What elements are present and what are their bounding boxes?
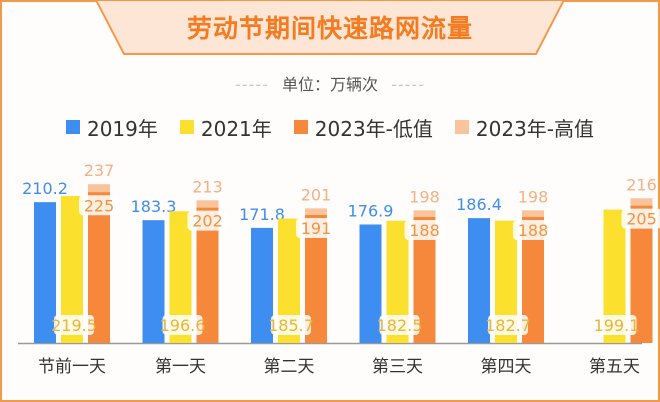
bar-2023-low-3 [413, 217, 436, 343]
x-tick-label-0: 节前一天 [38, 357, 106, 377]
bar-2021-0 [61, 195, 83, 343]
bar-2021-1 [169, 211, 192, 343]
bar-2023-low-0 [88, 192, 110, 343]
bar-2021-3 [386, 220, 409, 343]
bar-2023-low-1 [196, 207, 219, 343]
x-tick-label-3: 第三天 [372, 357, 423, 377]
data-label-2023-high-1: 213 [192, 177, 223, 196]
data-label-2019-1: 183.3 [131, 197, 177, 216]
legend-swatch-2023-high [454, 120, 469, 134]
data-label-2021-5-bg [596, 315, 637, 335]
bar-2021-5 [603, 209, 626, 343]
data-label-2023-low-1: 202 [192, 212, 223, 231]
data-label-2023-high-0: 237 [84, 161, 115, 180]
data-label-2023-low-5: 205 [626, 210, 657, 229]
unit-dash-left: ----- [235, 75, 269, 94]
bar-2019-1 [142, 220, 165, 343]
data-label-2019-0: 210.2 [22, 179, 68, 198]
data-label-2019-4: 186.4 [456, 195, 502, 214]
unit-label: 单位：万辆次 [281, 75, 378, 94]
data-label-2021-3-bg [379, 315, 420, 335]
data-label-2023-low-4: 188 [518, 221, 549, 240]
data-label-2021-3: 182.5 [377, 316, 423, 335]
legend-swatch-2023-low [293, 120, 308, 134]
data-label-2021-2: 185.7 [268, 316, 314, 335]
bar-2023-low-2 [305, 215, 327, 343]
data-label-2023-high-3: 198 [409, 187, 440, 206]
data-label-2021-0: 219.5 [51, 316, 97, 335]
data-label-2023-low-3-bg [404, 220, 445, 241]
legend-label-2021: 2021年 [200, 116, 272, 141]
legend-swatch-2019 [65, 120, 80, 134]
title-banner-shape [96, 0, 564, 55]
data-label-2023-high-2: 201 [301, 185, 332, 204]
data-label-2023-low-1-bg [187, 210, 228, 231]
legend-label-2019: 2019年 [86, 116, 158, 141]
title-banner [96, 0, 564, 55]
data-label-2019-3: 176.9 [348, 201, 394, 220]
bar-2023-low-5 [630, 205, 653, 343]
data-label-2021-4-bg [488, 315, 528, 335]
bar-2021-2 [278, 218, 300, 343]
data-label-2023-low-5-bg [621, 208, 660, 229]
bar-2023-low-4 [522, 217, 544, 343]
unit-dash-right: ----- [391, 75, 425, 94]
data-label-2023-low-2-bg [296, 218, 336, 239]
data-label-2019-2: 171.8 [239, 205, 285, 224]
legend-item-2023-high: 2023年-高值 [454, 113, 595, 142]
x-tick-label-4: 第四天 [481, 357, 532, 377]
data-label-2023-low-3: 188 [409, 221, 440, 240]
data-label-2023-high-5: 216 [626, 175, 657, 194]
legend-label-2023-low: 2023年-低值 [314, 116, 433, 141]
legend-item-2021: 2021年 [179, 113, 272, 142]
legend-item-2019: 2019年 [65, 113, 158, 142]
bar-2019-2 [251, 227, 273, 343]
bar-2019-3 [359, 224, 382, 343]
data-label-2023-low-4-bg [513, 220, 553, 241]
chart-title: 劳动节期间快速路网流量 [186, 14, 473, 43]
data-label-2021-1: 196.6 [160, 316, 206, 335]
x-tick-label-2: 第二天 [264, 357, 315, 377]
data-label-2023-low-2: 191 [301, 219, 332, 238]
data-label-2023-low-0: 225 [84, 196, 115, 215]
legend-swatch-2021 [179, 120, 194, 134]
data-label-2021-4: 182.7 [485, 316, 531, 335]
legend-item-2023-low: 2023年-低值 [293, 113, 433, 142]
data-label-2021-0-bg [54, 315, 94, 335]
legend: 2019年 2021年 2023年-低值 2023年-高值 [0, 112, 660, 142]
x-tick-label-5: 第五天 [589, 357, 640, 377]
bar-2019-4 [468, 218, 490, 343]
data-label-2021-1-bg [162, 315, 203, 335]
unit-label-row: ----- 单位：万辆次 ----- [0, 74, 660, 96]
bar-2021-4 [495, 220, 517, 343]
data-label-2023-high-4: 198 [518, 187, 549, 206]
x-tick-label-1: 第一天 [155, 357, 206, 377]
data-label-2023-low-0-bg [79, 195, 119, 216]
legend-label-2023-high: 2023年-高值 [475, 116, 595, 141]
bar-2019-0 [34, 202, 56, 343]
data-label-2021-2-bg [271, 315, 311, 335]
data-label-2021-5: 199.1 [594, 316, 640, 335]
